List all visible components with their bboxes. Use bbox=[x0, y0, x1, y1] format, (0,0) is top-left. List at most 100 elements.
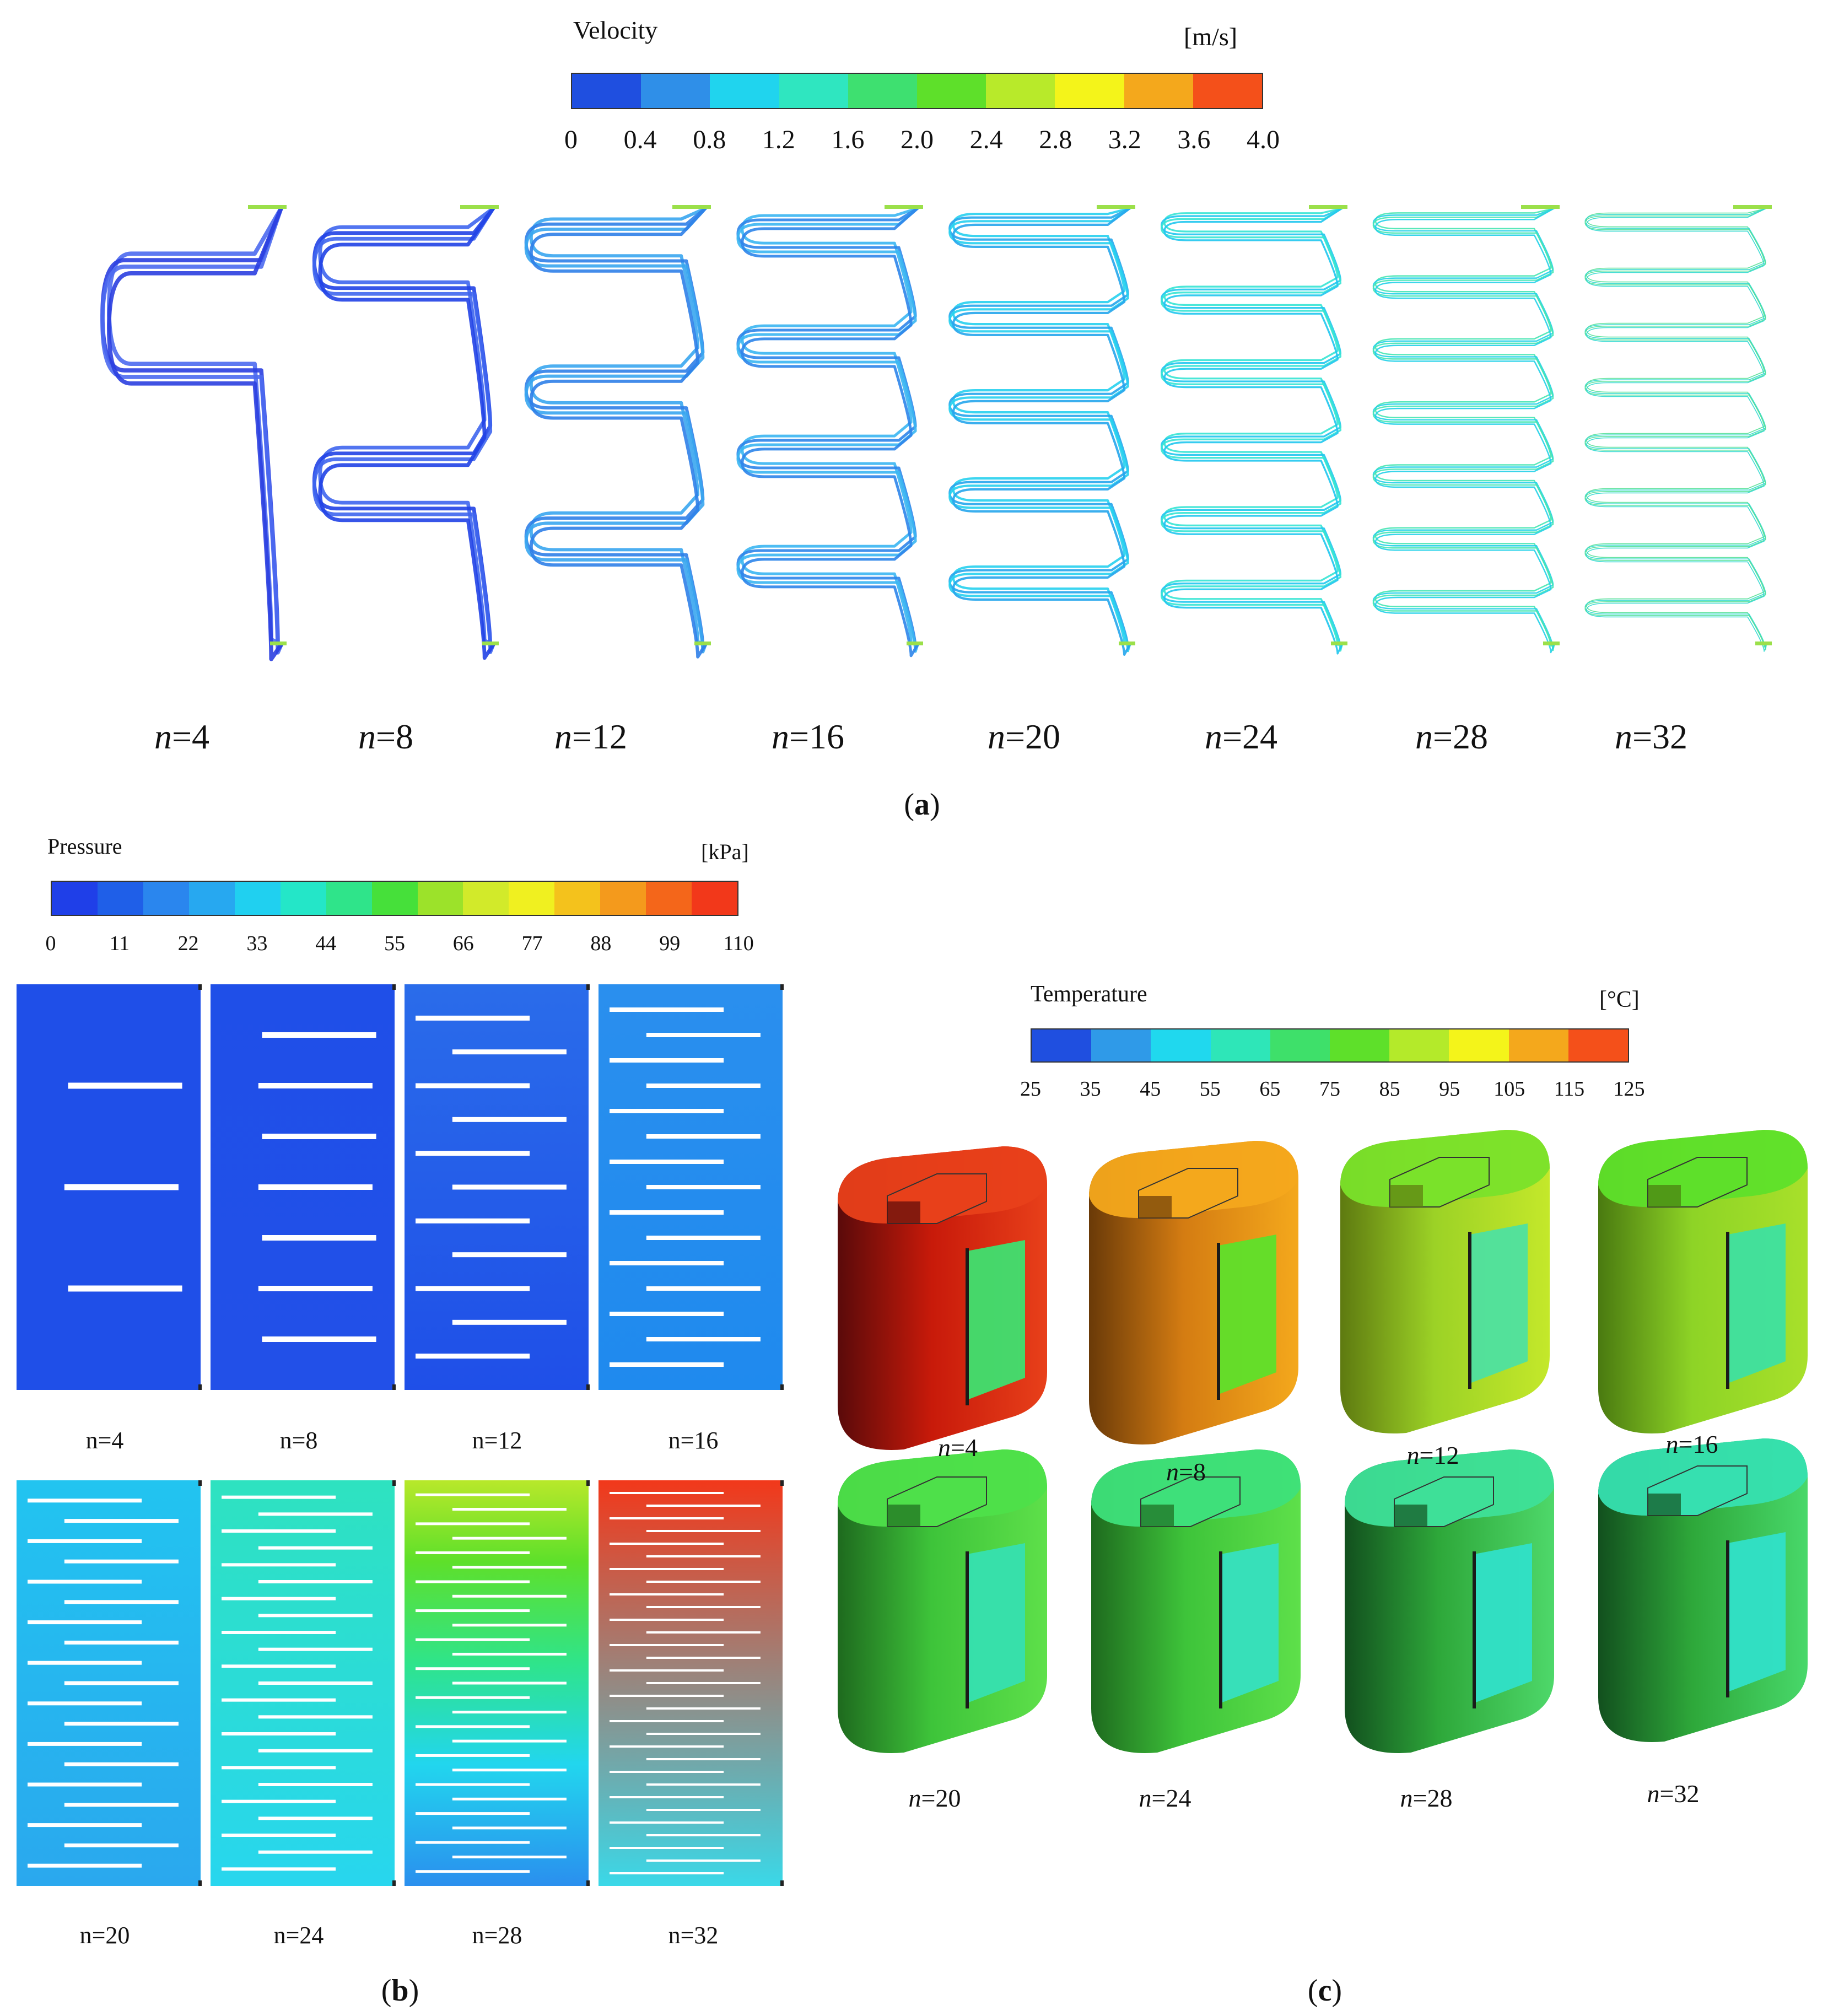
baffle bbox=[258, 1083, 373, 1088]
baffle bbox=[646, 1185, 761, 1189]
baffle bbox=[610, 1720, 724, 1722]
c-colorbar-swatch bbox=[1210, 1029, 1270, 1061]
a-colorbar-tick: 2.8 bbox=[1039, 125, 1072, 154]
streamline bbox=[736, 207, 919, 653]
streamline-panel bbox=[1372, 205, 1560, 654]
b-colorbar-swatch bbox=[52, 882, 98, 915]
port-marker bbox=[198, 1384, 202, 1390]
baffle bbox=[646, 1530, 761, 1532]
c-colorbar-tick: 65 bbox=[1259, 1077, 1281, 1101]
a-colorbar-swatch bbox=[641, 74, 710, 108]
baffle bbox=[646, 1286, 761, 1291]
baffle bbox=[416, 1522, 530, 1526]
baffle bbox=[416, 1551, 530, 1554]
cooling-channel-window bbox=[1474, 1543, 1532, 1703]
baffle bbox=[416, 1015, 530, 1021]
port-marker bbox=[198, 1480, 202, 1486]
baffle bbox=[416, 1083, 530, 1088]
port-marker bbox=[586, 1880, 590, 1886]
velocity-case-label: n=4 bbox=[154, 717, 210, 756]
tank-model bbox=[1091, 1449, 1301, 1753]
baffle bbox=[610, 1210, 724, 1215]
baffle bbox=[452, 1855, 567, 1858]
outlet-marker bbox=[694, 642, 711, 645]
baffle bbox=[610, 1771, 724, 1773]
pressure-colorbar-ticks: 0 11 22 33 44 55 66 77 88 99 110 bbox=[46, 931, 754, 959]
baffle bbox=[258, 1286, 373, 1291]
baffle bbox=[262, 1134, 376, 1139]
c-colorbar-swatch bbox=[1508, 1029, 1568, 1061]
baffle bbox=[452, 1319, 567, 1325]
baffle bbox=[222, 1529, 336, 1533]
pressure-case-label: n=4 bbox=[85, 1427, 124, 1454]
b-colorbar-tick: 11 bbox=[109, 932, 130, 955]
baffle bbox=[222, 1766, 336, 1770]
baffle bbox=[452, 1826, 567, 1830]
baffle bbox=[222, 1495, 336, 1499]
baffle bbox=[64, 1681, 179, 1685]
port-marker bbox=[780, 1880, 784, 1886]
a-colorbar-swatch bbox=[986, 74, 1055, 108]
velocity-colorbar bbox=[571, 73, 1263, 109]
streamline bbox=[1374, 207, 1555, 654]
port-marker bbox=[586, 984, 590, 990]
baffle bbox=[610, 1362, 724, 1367]
baffle bbox=[68, 1082, 182, 1089]
a-colorbar-tick: 2.4 bbox=[969, 125, 1003, 154]
pressure-panel bbox=[599, 984, 784, 1390]
baffle bbox=[416, 1609, 530, 1613]
baffle bbox=[610, 1695, 724, 1697]
baffle bbox=[646, 1834, 761, 1836]
inlet-marker bbox=[672, 205, 711, 209]
baffle bbox=[646, 1606, 761, 1608]
outlet-marker bbox=[482, 642, 499, 645]
tank-model bbox=[1345, 1449, 1554, 1753]
terminal-box-side bbox=[1390, 1185, 1423, 1207]
baffle bbox=[646, 1707, 761, 1710]
velocity-case-label: n=8 bbox=[358, 717, 414, 756]
streamline bbox=[952, 207, 1131, 646]
baffle bbox=[452, 1252, 567, 1258]
c-colorbar-tick: 95 bbox=[1439, 1077, 1460, 1101]
baffle bbox=[610, 1593, 724, 1595]
c-colorbar-swatch bbox=[1568, 1029, 1629, 1061]
pressure-panel bbox=[211, 984, 396, 1390]
b-colorbar-swatch bbox=[509, 882, 555, 915]
velocity-case-label: n=16 bbox=[771, 717, 845, 756]
a-colorbar-swatch bbox=[848, 74, 918, 108]
baffle bbox=[610, 1517, 724, 1519]
baffle bbox=[28, 1620, 142, 1625]
baffle bbox=[222, 1867, 336, 1871]
c-colorbar-swatch bbox=[1449, 1029, 1509, 1061]
port-marker bbox=[586, 1384, 590, 1390]
streamline bbox=[318, 206, 495, 647]
baffle bbox=[258, 1681, 373, 1685]
streamline bbox=[1372, 207, 1555, 649]
streamline bbox=[312, 206, 495, 649]
baffle bbox=[646, 1631, 761, 1634]
baffle bbox=[416, 1725, 530, 1728]
baffle bbox=[222, 1631, 336, 1634]
baffle bbox=[28, 1782, 142, 1787]
baffle bbox=[646, 1033, 761, 1037]
pressure-case-label: n=16 bbox=[668, 1427, 719, 1454]
velocity-streamline-panels bbox=[100, 205, 1772, 661]
baffle bbox=[646, 1084, 761, 1088]
b-colorbar-swatch bbox=[554, 882, 601, 915]
baffle bbox=[416, 1841, 530, 1844]
panel-b-label: (b) bbox=[381, 1974, 419, 2008]
b-colorbar-tick: 44 bbox=[315, 932, 337, 955]
inlet-marker bbox=[1309, 205, 1347, 209]
baffle bbox=[610, 1312, 724, 1316]
c-colorbar-tick: 125 bbox=[1613, 1077, 1645, 1101]
baffle bbox=[646, 1555, 761, 1557]
port-marker bbox=[780, 984, 784, 990]
c-colorbar-tick: 105 bbox=[1493, 1077, 1525, 1101]
a-colorbar-tick: 1.2 bbox=[762, 125, 795, 154]
pressure-panel bbox=[405, 984, 590, 1390]
baffle bbox=[416, 1870, 530, 1873]
terminal-box-side bbox=[1394, 1505, 1427, 1527]
a-colorbar-swatch bbox=[572, 74, 641, 108]
streamline bbox=[529, 207, 707, 659]
b-colorbar-swatch bbox=[692, 882, 738, 915]
